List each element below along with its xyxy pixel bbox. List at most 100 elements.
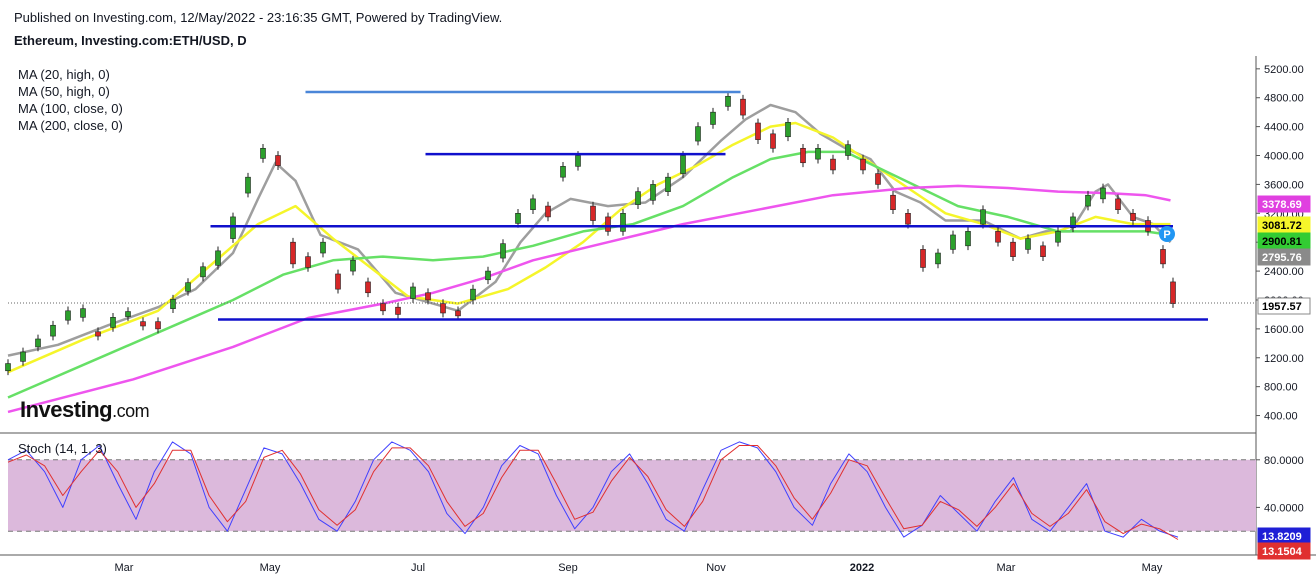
stoch-line bbox=[7, 445, 1179, 540]
candle-body bbox=[920, 249, 926, 268]
candle-body bbox=[380, 303, 386, 312]
candle-body bbox=[605, 216, 611, 232]
ma-line bbox=[7, 121, 1171, 374]
candle-body bbox=[470, 288, 476, 301]
x-tick-label: Jul bbox=[411, 562, 425, 574]
x-tick-label: Sep bbox=[558, 562, 578, 574]
moving-average-lines bbox=[7, 103, 1172, 414]
candle-body bbox=[20, 351, 26, 362]
position-marker-icon[interactable]: P bbox=[1159, 226, 1175, 242]
candle-body bbox=[290, 241, 296, 265]
y-tick-label: 4400.00 bbox=[1264, 122, 1304, 134]
candle-body bbox=[980, 209, 986, 225]
candle-body bbox=[785, 121, 791, 138]
x-tick-label: May bbox=[1142, 562, 1163, 574]
price-labels: 3378.69 3081.72 2900.81 2795.76 1957.57 13.82… bbox=[1257, 195, 1311, 560]
stoch-title: Stoch (14, 1, 3) bbox=[18, 441, 107, 456]
candle-body bbox=[305, 256, 311, 268]
candle-body bbox=[515, 213, 521, 224]
candle-body bbox=[575, 155, 581, 167]
chart-title: Ethereum, Investing.com:ETH/USD, D bbox=[14, 33, 247, 48]
candle-body bbox=[560, 166, 566, 178]
price-label-box bbox=[1257, 195, 1311, 213]
stoch-axis: 80.0000 40.0000 bbox=[1256, 455, 1304, 514]
candle-body bbox=[350, 259, 356, 272]
price-label-box bbox=[1257, 542, 1311, 560]
candle-body bbox=[740, 98, 746, 116]
candle-body bbox=[425, 292, 431, 301]
x-tick-label: May bbox=[260, 562, 281, 574]
candle-body bbox=[950, 234, 956, 250]
candle-body bbox=[620, 213, 626, 232]
price-label-box bbox=[1257, 297, 1311, 315]
candle-body bbox=[110, 317, 116, 328]
candle-body bbox=[335, 273, 341, 290]
candle-body bbox=[170, 298, 176, 309]
candle-body bbox=[650, 184, 656, 201]
candle-body bbox=[935, 252, 941, 265]
candle-body bbox=[800, 147, 806, 164]
marker-circle bbox=[1159, 226, 1175, 242]
y-tick-label: 2400.00 bbox=[1264, 266, 1304, 278]
candle-body bbox=[1040, 245, 1046, 257]
candle-body bbox=[530, 198, 536, 210]
x-tick-label: Nov bbox=[706, 562, 726, 574]
candle-body bbox=[1070, 216, 1076, 229]
price-label-text: 13.8209 bbox=[1262, 531, 1302, 543]
price-label-box bbox=[1257, 248, 1311, 266]
candle-body bbox=[1025, 238, 1031, 250]
legend-item-ma20[interactable]: MA (20, high, 0) bbox=[18, 67, 110, 82]
y-tick-label: 1200.00 bbox=[1264, 353, 1304, 365]
x-tick-label: Mar bbox=[997, 562, 1016, 574]
y-tick-label: 4800.00 bbox=[1264, 93, 1304, 105]
candle-body bbox=[1010, 241, 1016, 257]
y-tick-label: 800.00 bbox=[1264, 382, 1298, 394]
support-resistance-lines[interactable] bbox=[8, 90, 1256, 321]
candle-body bbox=[665, 176, 671, 192]
candle-body bbox=[875, 173, 881, 185]
candle-body bbox=[125, 311, 131, 317]
y-tick-label: 400.00 bbox=[1264, 411, 1298, 423]
candle-body bbox=[365, 281, 371, 294]
candle-body bbox=[80, 308, 86, 318]
marker-label: P bbox=[1163, 229, 1170, 241]
published-note: Published on Investing.com, 12/May/2022 … bbox=[14, 10, 503, 25]
time-axis: Mar May Jul Sep Nov 2022 Mar May bbox=[115, 562, 1163, 574]
price-label-text: 2795.76 bbox=[1262, 252, 1302, 264]
candle-body bbox=[260, 147, 266, 159]
candle-body bbox=[860, 158, 866, 171]
candle-body bbox=[230, 216, 236, 239]
candle-body bbox=[1085, 194, 1091, 207]
candle-body bbox=[680, 155, 686, 174]
candle-body bbox=[710, 111, 716, 125]
ma-line bbox=[7, 150, 1171, 399]
candle-body bbox=[1055, 231, 1061, 243]
stoch-band bbox=[8, 459, 1256, 532]
candle-body bbox=[65, 310, 71, 321]
legend-item-ma100[interactable]: MA (100, close, 0) bbox=[18, 101, 123, 116]
candle-body bbox=[965, 231, 971, 247]
price-label-text: 2900.81 bbox=[1262, 236, 1302, 248]
stoch-band-fill bbox=[8, 459, 1256, 532]
stoch-line bbox=[7, 441, 1179, 538]
candle-body bbox=[1130, 213, 1136, 221]
stoch-tick-label: 40.0000 bbox=[1264, 502, 1304, 514]
candle-body bbox=[755, 122, 761, 140]
candle-body bbox=[545, 205, 551, 218]
legend-item-ma50[interactable]: MA (50, high, 0) bbox=[18, 84, 110, 99]
candle-body bbox=[155, 321, 161, 330]
candle-body bbox=[485, 270, 491, 281]
candle-body bbox=[320, 241, 326, 254]
candle-body bbox=[995, 231, 1001, 243]
investing-logo: Investing.com bbox=[20, 397, 150, 422]
candle-body bbox=[245, 176, 251, 194]
candle-body bbox=[770, 133, 776, 149]
y-tick-label: 4000.00 bbox=[1264, 151, 1304, 163]
candle-body bbox=[215, 250, 221, 266]
legend-item-ma200[interactable]: MA (200, close, 0) bbox=[18, 118, 123, 133]
candle-body bbox=[590, 205, 596, 221]
candle-body bbox=[275, 155, 281, 166]
ma-line bbox=[7, 184, 1171, 414]
indicator-legend: MA (20, high, 0) MA (50, high, 0) MA (10… bbox=[18, 66, 123, 134]
